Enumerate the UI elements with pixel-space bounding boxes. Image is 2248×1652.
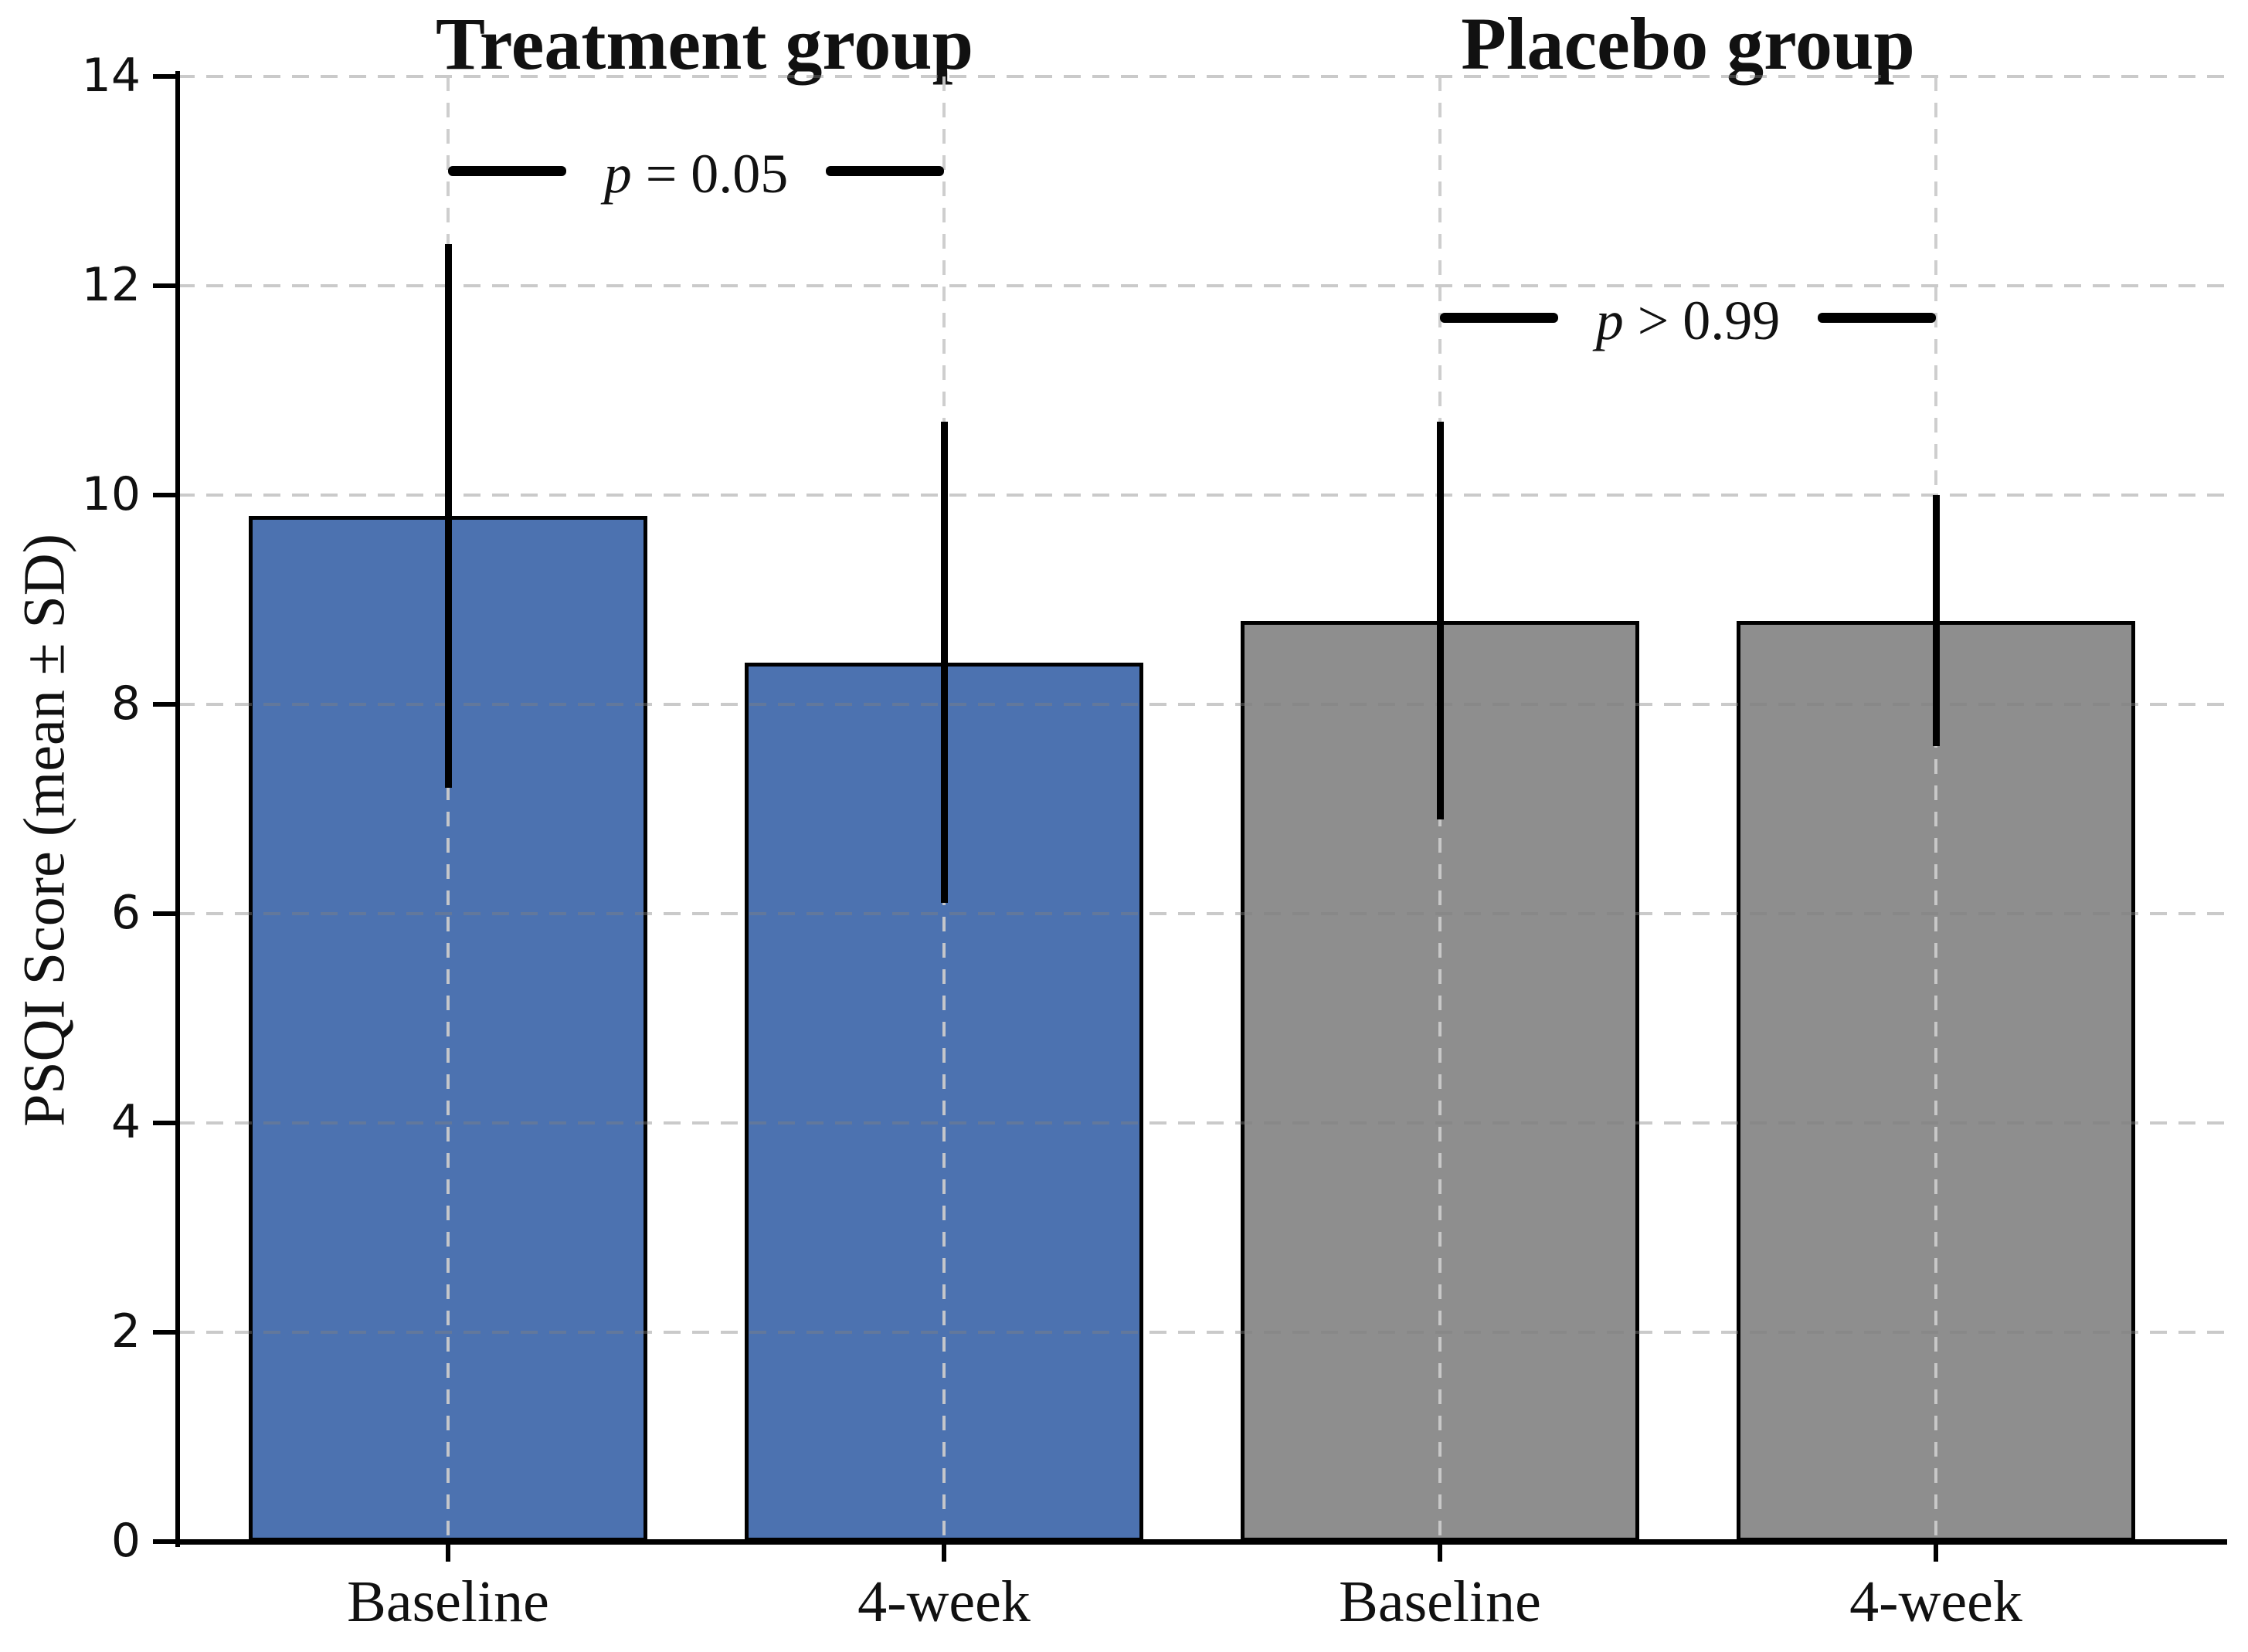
gridline-y-2 <box>178 1331 2225 1334</box>
significance-line-left-1 <box>1440 312 1558 323</box>
gridline-y-8 <box>178 703 2225 706</box>
y-tick-8 <box>153 702 178 707</box>
gridline-y-12 <box>178 284 2225 287</box>
gridline-y-6 <box>178 912 2225 915</box>
group-title-placebo: Placebo group <box>1461 2 1915 85</box>
significance-label-0: p = 0.05 <box>604 146 789 202</box>
x-tick-label-0: Baseline <box>347 1569 549 1634</box>
significance-line-right-0 <box>826 165 944 176</box>
x-axis-line <box>175 1539 2227 1545</box>
y-tick-6 <box>153 911 178 916</box>
x-tick-label-2: Baseline <box>1339 1569 1541 1634</box>
error-bar-placebo-baseline <box>1436 422 1444 820</box>
group-title-treatment: Treatment group <box>436 2 973 85</box>
y-tick-label-14: 14 <box>81 48 141 103</box>
gridline-x-0 <box>447 76 450 1542</box>
significance-label-symbol-1: p <box>1595 289 1624 351</box>
error-bar-treatment-baseline <box>444 243 452 789</box>
y-tick-label-10: 10 <box>81 466 141 521</box>
y-tick-12 <box>153 283 178 288</box>
y-tick-label-0: 0 <box>110 1513 141 1568</box>
y-tick-10 <box>153 493 178 497</box>
error-bar-treatment-4-week <box>940 422 948 904</box>
y-tick-label-2: 2 <box>110 1304 141 1359</box>
x-tick-1 <box>942 1542 946 1562</box>
y-tick-label-8: 8 <box>110 676 141 731</box>
y-tick-label-6: 6 <box>110 885 141 940</box>
y-tick-label-12: 12 <box>81 257 141 312</box>
y-axis-line <box>175 71 180 1547</box>
significance-line-left-0 <box>448 165 566 176</box>
y-tick-2 <box>153 1330 178 1335</box>
significance-label-symbol-0: p <box>603 142 632 205</box>
y-tick-label-4: 4 <box>110 1094 141 1149</box>
significance-label-1: p > 0.99 <box>1596 293 1781 348</box>
gridline-y-10 <box>178 494 2225 497</box>
x-tick-label-3: 4-week <box>1849 1569 2022 1634</box>
error-bar-placebo-4-week <box>1932 495 1940 747</box>
y-tick-0 <box>153 1539 178 1544</box>
x-tick-0 <box>446 1542 450 1562</box>
significance-line-right-1 <box>1818 312 1936 323</box>
gridline-x-3 <box>1934 76 1937 1542</box>
x-tick-2 <box>1438 1542 1442 1562</box>
significance-label-value-0: = 0.05 <box>631 142 789 205</box>
x-tick-3 <box>1934 1542 1938 1562</box>
y-tick-4 <box>153 1121 178 1125</box>
gridline-y-14 <box>178 75 2225 78</box>
significance-label-value-1: > 0.99 <box>1623 289 1781 351</box>
y-tick-14 <box>153 74 178 79</box>
x-tick-label-1: 4-week <box>857 1569 1031 1634</box>
gridline-y-4 <box>178 1121 2225 1125</box>
